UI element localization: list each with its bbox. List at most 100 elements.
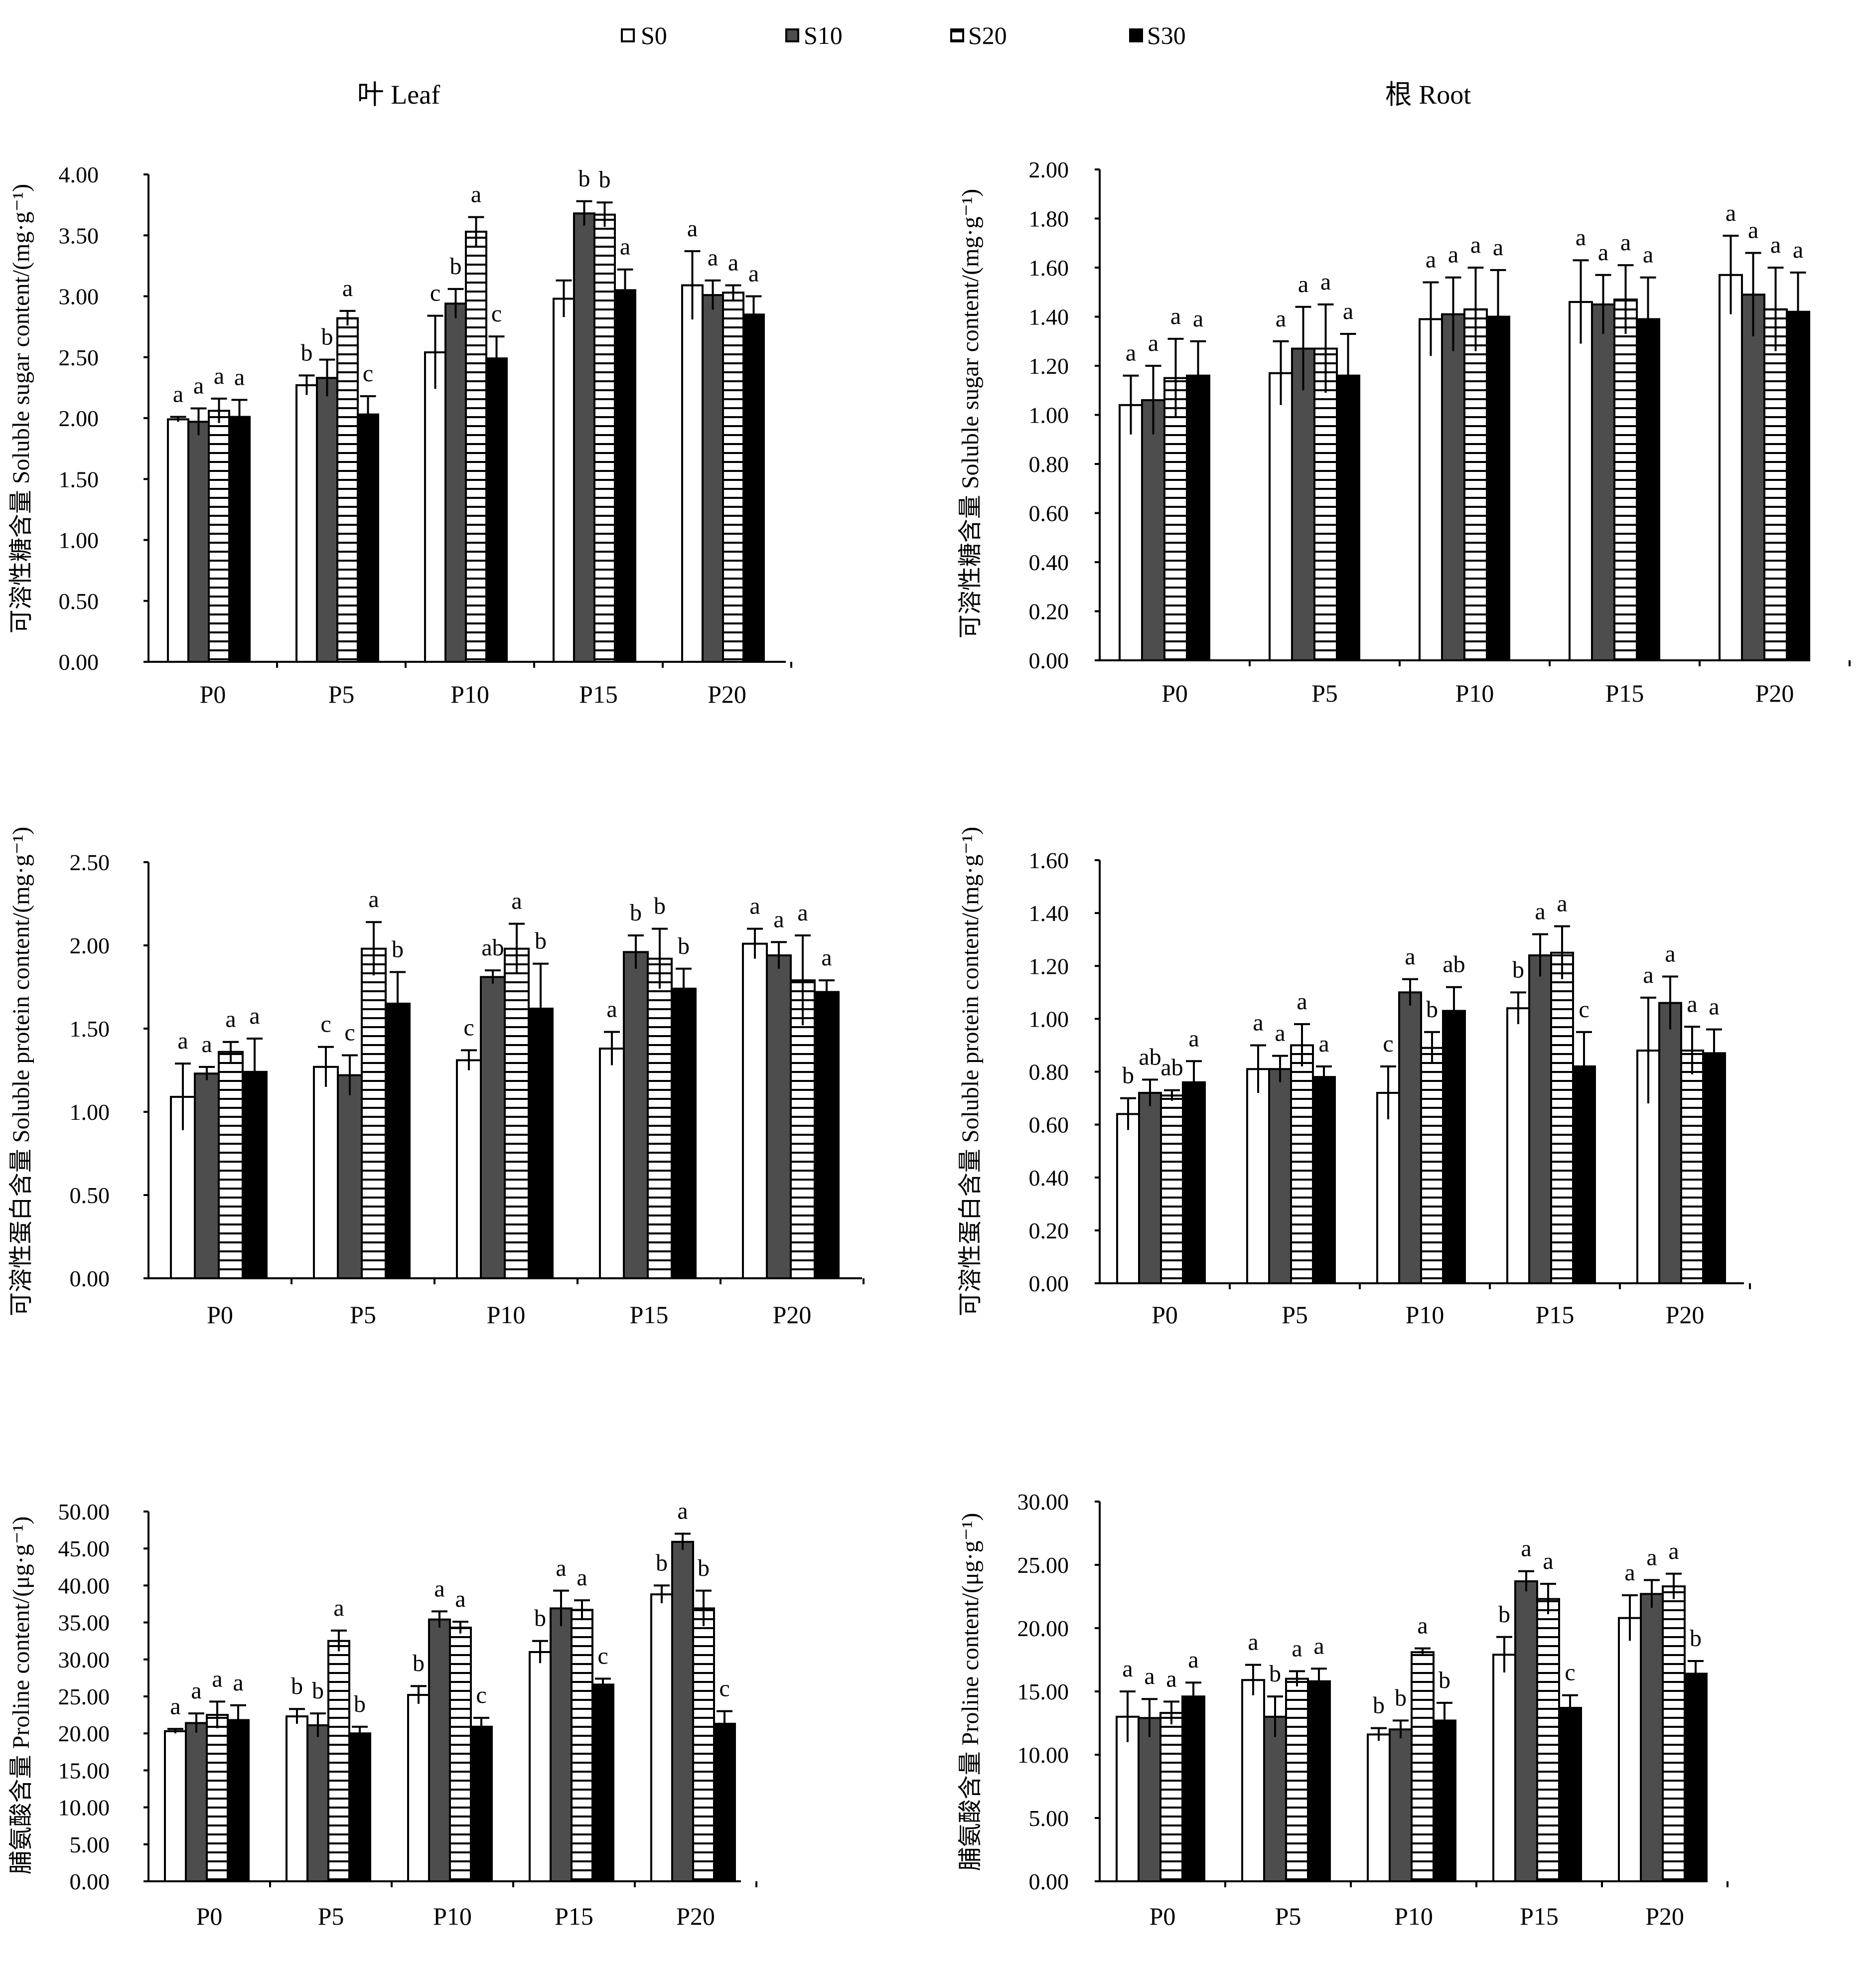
significance-letter: a [1643,242,1653,268]
x-tick-label: P15 [1520,1902,1559,1930]
significance-letter: b [535,928,547,954]
y-tick-label: 0.60 [1029,1112,1069,1138]
bar-s0 [164,1730,187,1883]
legend-swatch-s30 [1129,28,1143,42]
significance-letter: a [1726,200,1736,226]
bar-s20 [1662,1585,1686,1882]
significance-letter: a [577,1564,587,1591]
significance-letter: ab [1443,951,1465,978]
y-tick-label: 0.00 [70,1869,110,1894]
bar-s20 [1536,1598,1560,1883]
significance-letter: a [1620,229,1631,256]
bar-s0 [650,1593,673,1882]
y-tick-label: 0.00 [70,1266,110,1291]
significance-letter: a [511,888,522,914]
y-tick-label: 15.00 [1017,1679,1069,1704]
y-tick-label: 1.00 [59,528,99,553]
significance-letter: a [214,363,224,389]
bar-s0 [424,351,446,663]
significance-letter: a [1297,988,1307,1015]
significance-letter: b [354,1691,366,1717]
significance-letter: a [1126,340,1136,366]
bar-s30 [742,313,765,663]
bar-s0 [456,1059,482,1279]
y-tick-label: 1.00 [1029,403,1069,428]
bar-s30 [228,416,251,663]
significance-letter: a [1770,232,1781,258]
significance-letter: c [430,280,440,306]
significance-letter: a [620,234,630,260]
plots: 可溶性糖含量 Soluble sugar content/(mg·g⁻¹) 0.0… [8,157,1851,1930]
x-tick-label: P0 [196,1902,223,1930]
bar-s20 [1285,1677,1309,1883]
significance-letter: a [1148,330,1158,356]
bar-s10 [194,1072,220,1279]
x-tick-label: P5 [1311,679,1338,707]
bar-s0 [286,1715,308,1883]
significance-letter: a [234,364,245,390]
bar-s10 [337,1074,363,1280]
bar-s30 [348,1732,371,1882]
x-tick-label: P5 [1275,1902,1301,1930]
bar-s10 [1741,294,1765,661]
y-tick-label: 2.50 [70,850,110,875]
bar-s10 [444,303,467,663]
bar-s0 [1506,1007,1530,1284]
bar-s0 [313,1065,339,1280]
legend-item-s0: S0 [621,21,667,49]
significance-letter: b [534,1605,546,1632]
bar-s10 [1138,1091,1162,1284]
significance-letter: b [630,900,642,926]
bar-s10 [1291,347,1315,661]
bar-s30 [385,1002,411,1279]
bar-s20 [465,230,487,663]
bar-s10 [185,1722,208,1883]
x-tick-label: P20 [708,680,746,708]
significance-letter: a [1557,891,1567,917]
y-tick-label: 0.20 [1029,599,1069,624]
x-tick-label: P15 [1605,679,1644,707]
bar-s10 [1398,991,1422,1284]
bar-s10 [1138,1717,1161,1883]
significance-letter: a [368,886,379,912]
y-tick-label: 1.60 [1029,255,1069,281]
significance-letter: a [1122,1656,1133,1682]
significance-letter: a [1543,1548,1553,1574]
bar-s30 [1181,1695,1205,1882]
significance-letter: a [434,1575,444,1602]
significance-letter: b [656,1549,668,1576]
bar-s20 [208,410,230,663]
x-tick-label: P10 [1394,1902,1433,1930]
bar-s0 [1119,404,1143,661]
significance-letter: a [677,1498,688,1524]
bar-s30 [357,413,379,663]
bar-s20 [1463,308,1488,661]
y-tick-label: 1.50 [59,466,99,492]
bar-s30 [1684,1672,1708,1882]
bar-s0 [167,418,189,663]
y-tick-label: 5.00 [70,1832,110,1857]
y-axis-label: 脯氨酸含量 Proline content/(μg·g⁻¹) [8,1517,34,1875]
significance-letter: a [1493,234,1503,261]
y-tick-label: 2.00 [1029,157,1069,182]
significance-letter: b [654,893,666,919]
significance-letter: a [455,1586,465,1612]
legend-item-s20: S20 [950,21,1007,49]
significance-letter: a [1253,1009,1263,1036]
bar-s0 [553,298,575,663]
legend-label-s10: S10 [804,21,843,49]
bar-s20 [1160,1094,1184,1285]
bar-s30 [591,1683,614,1883]
bar-s0 [1269,372,1293,661]
significance-letter: b [578,165,590,192]
x-tick-label: P0 [200,680,226,708]
bar-s10 [1591,303,1615,661]
significance-letter: a [1687,991,1697,1017]
significance-letter: b [1269,1661,1281,1687]
bar-s30 [1702,1052,1726,1284]
significance-letter: b [698,1555,710,1581]
significance-letter: b [599,166,611,193]
significance-letter: a [708,245,718,271]
x-tick-label: P0 [1150,1902,1176,1930]
